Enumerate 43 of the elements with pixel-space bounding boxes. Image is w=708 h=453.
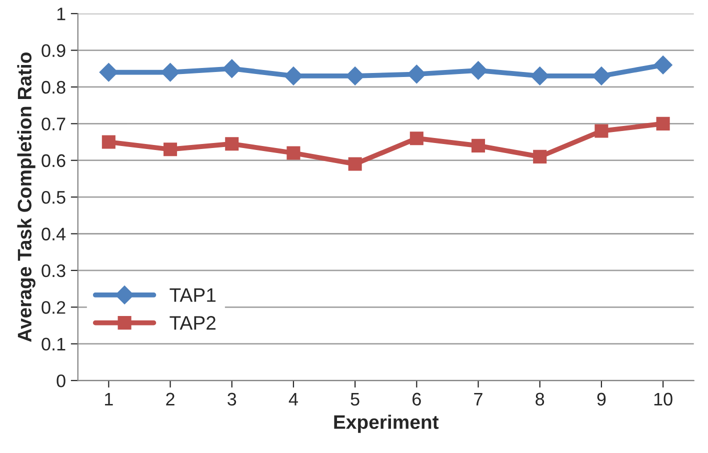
point <box>410 132 424 146</box>
point <box>471 138 486 152</box>
point <box>468 61 488 80</box>
x-tick-label: 6 <box>412 392 421 406</box>
legend-label: TAP2 <box>170 316 216 330</box>
x-tick-label: 4 <box>288 392 298 406</box>
x-tick-label: 7 <box>474 392 482 406</box>
point <box>102 135 116 149</box>
y-tick-label: 0.8 <box>42 80 66 94</box>
point <box>164 142 178 156</box>
y-tick-label: 0.4 <box>42 228 66 240</box>
point <box>530 66 550 86</box>
x-tick-label: 3 <box>228 392 236 406</box>
legend-label: TAP1 <box>170 288 216 302</box>
point <box>222 59 242 78</box>
x-tick-label: 1 <box>105 392 113 406</box>
point <box>286 146 300 160</box>
x-tick-label: 10 <box>654 392 672 406</box>
point <box>225 137 239 151</box>
point <box>284 66 303 86</box>
x-tick-label: 8 <box>536 392 544 406</box>
point <box>348 157 362 171</box>
x-tick-label: 9 <box>597 392 606 406</box>
point <box>533 150 547 164</box>
y-tick-label: 0.9 <box>42 44 66 58</box>
point <box>656 116 670 130</box>
y-tick-label: 0.5 <box>42 190 66 204</box>
point <box>594 124 608 138</box>
x-tick-label: 2 <box>166 392 174 406</box>
x-tick-label: 5 <box>350 392 360 406</box>
y-tick-label: 0.2 <box>42 301 66 314</box>
y-tick-label: 0 <box>56 374 66 388</box>
x-axis-title: Experiment <box>334 414 439 433</box>
point <box>346 66 364 86</box>
point <box>654 56 672 74</box>
y-tick-label: 1 <box>57 8 66 20</box>
y-tick-label: 0.6 <box>42 154 66 168</box>
y-tick-label: 0.1 <box>42 338 66 351</box>
y-tick-label: 0.7 <box>42 118 66 130</box>
point <box>407 64 426 84</box>
point <box>592 66 611 86</box>
y-tick-label: 0.3 <box>42 264 66 278</box>
y-axis-title: Average Task Completion Ratio <box>17 52 36 342</box>
